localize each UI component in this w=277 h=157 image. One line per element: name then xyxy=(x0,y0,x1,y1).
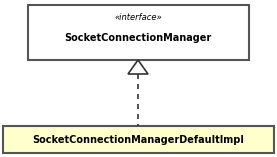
Bar xyxy=(3,126,274,153)
Text: SocketConnectionManagerDefaultImpl: SocketConnectionManagerDefaultImpl xyxy=(32,135,244,145)
Bar xyxy=(28,5,249,60)
Text: «interface»: «interface» xyxy=(114,14,162,22)
Polygon shape xyxy=(128,60,148,74)
Text: SocketConnectionManager: SocketConnectionManager xyxy=(64,33,212,43)
